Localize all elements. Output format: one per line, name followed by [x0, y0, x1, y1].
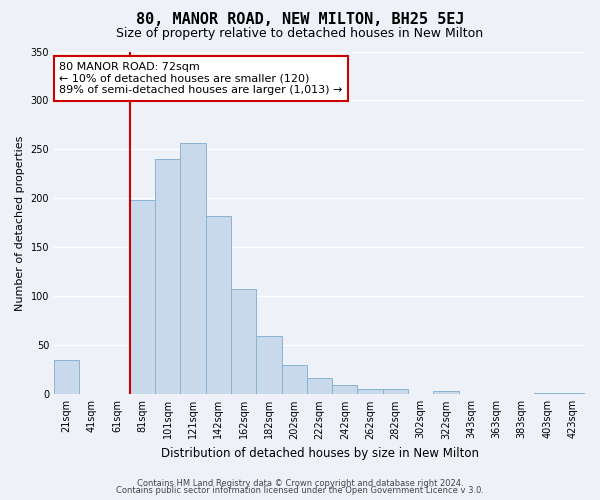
Text: Size of property relative to detached houses in New Milton: Size of property relative to detached ho… — [116, 28, 484, 40]
X-axis label: Distribution of detached houses by size in New Milton: Distribution of detached houses by size … — [161, 447, 479, 460]
Text: Contains public sector information licensed under the Open Government Licence v : Contains public sector information licen… — [116, 486, 484, 495]
Y-axis label: Number of detached properties: Number of detached properties — [15, 135, 25, 310]
Bar — [332, 384, 358, 394]
Bar — [307, 378, 332, 394]
Bar — [383, 390, 408, 394]
Bar — [281, 365, 307, 394]
Bar — [155, 159, 181, 394]
Bar — [181, 142, 206, 394]
Bar — [54, 360, 79, 394]
Bar — [130, 200, 155, 394]
Bar — [231, 288, 256, 395]
Text: Contains HM Land Registry data © Crown copyright and database right 2024.: Contains HM Land Registry data © Crown c… — [137, 478, 463, 488]
Bar — [206, 216, 231, 394]
Text: 80 MANOR ROAD: 72sqm
← 10% of detached houses are smaller (120)
89% of semi-deta: 80 MANOR ROAD: 72sqm ← 10% of detached h… — [59, 62, 343, 95]
Bar — [358, 390, 383, 394]
Text: 80, MANOR ROAD, NEW MILTON, BH25 5EJ: 80, MANOR ROAD, NEW MILTON, BH25 5EJ — [136, 12, 464, 28]
Bar — [433, 392, 458, 394]
Bar — [256, 336, 281, 394]
